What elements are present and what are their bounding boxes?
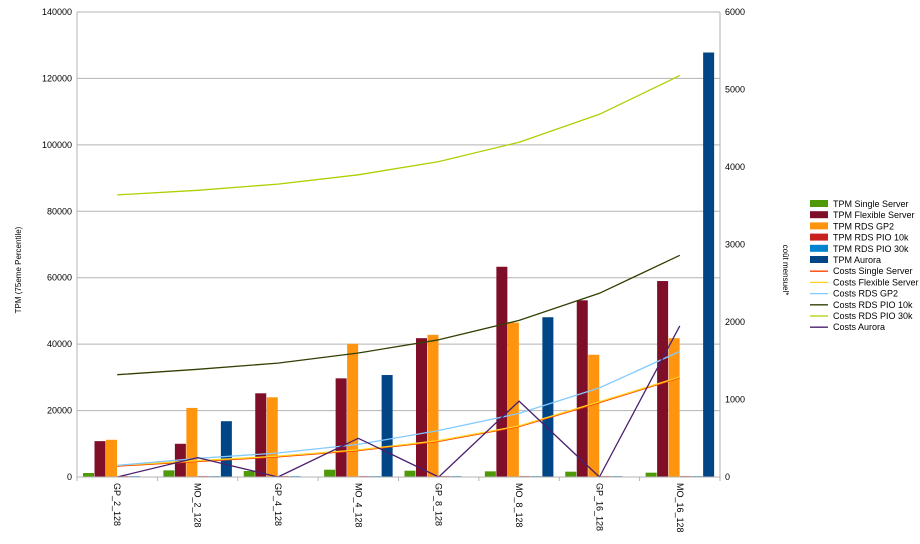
axes [76, 12, 721, 481]
bar [496, 266, 508, 477]
series-line [117, 350, 681, 467]
y2-tick-label: 4000 [725, 162, 745, 172]
bar [220, 421, 232, 477]
left-axis-ticks: 0 20000 40000 60000 80000 100000 120000 140000 [42, 7, 72, 482]
y2-tick-label: 2000 [725, 317, 745, 327]
y2-tick-label: 1000 [725, 395, 745, 405]
bar [507, 322, 519, 477]
legend-swatch [810, 222, 828, 230]
legend-entry: Costs Single Server [833, 266, 913, 276]
bar [668, 338, 680, 477]
y2-axis-label: coût mensuel* [781, 245, 790, 296]
y-axis-label: TPM (75eme Percentile) [14, 226, 23, 313]
bar [163, 470, 175, 477]
legend-entry: TPM Aurora [833, 255, 881, 265]
y-tick-label: 60000 [47, 273, 72, 283]
legend-swatch [810, 211, 828, 219]
bar [404, 470, 416, 477]
bar [106, 439, 117, 477]
bar [576, 300, 588, 477]
bar [255, 393, 267, 477]
y2-tick-label: 5000 [725, 85, 745, 95]
y-tick-label: 80000 [47, 206, 72, 216]
x-tick-label: MO_2_128 [193, 483, 203, 528]
line-marks [117, 75, 681, 478]
x-tick-label: MO_8_128 [514, 483, 524, 528]
x-tick-label: GP_16_128 [594, 483, 604, 531]
bar [335, 378, 347, 477]
bar [186, 407, 198, 477]
y-tick-label: 0 [67, 472, 72, 482]
y2-tick-label: 3000 [725, 240, 745, 250]
bar [347, 343, 359, 477]
x-tick-label: GP_4_128 [273, 483, 283, 526]
right-axis-ticks: 0 1000 2000 3000 4000 5000 6000 [725, 7, 745, 482]
legend-entry: TPM Single Server [833, 199, 909, 209]
legend-entry: Costs RDS GP2 [833, 289, 898, 299]
y-tick-label: 20000 [47, 406, 72, 416]
legend-entry: TPM RDS PIO 10k [833, 233, 909, 243]
bar [94, 441, 106, 477]
bar [542, 317, 554, 477]
legend-entry: Costs Aurora [833, 322, 885, 332]
bar [703, 52, 715, 478]
x-axis-ticks: GP_2_128 MO_2_128 GP_4_128 MO_4_128 GP_8_128… [112, 483, 685, 533]
y2-tick-label: 6000 [725, 7, 745, 17]
bar [657, 281, 669, 477]
bar-marks [83, 52, 715, 478]
legend-entry: TPM RDS GP2 [833, 221, 894, 231]
y-tick-label: 120000 [42, 73, 72, 83]
series-line [117, 325, 681, 478]
y2-tick-label: 0 [725, 472, 730, 482]
legend-swatch [810, 244, 828, 252]
series-line [117, 376, 680, 467]
legend-swatch [810, 200, 828, 207]
x-tick-label: GP_8_128 [434, 483, 444, 526]
bar [565, 471, 577, 477]
bar [645, 472, 657, 477]
gridlines [77, 11, 720, 478]
legend-entry: Costs RDS PIO 30k [833, 311, 913, 321]
legend-entry: TPM Flexible Server [833, 210, 915, 220]
legend-swatch [810, 256, 828, 263]
bar [381, 375, 393, 477]
bar [266, 397, 278, 477]
legend-entry: Costs Flexible Server [833, 277, 919, 287]
bar [324, 469, 336, 477]
legend-entry: TPM RDS PIO 30k [833, 244, 909, 254]
bar [427, 334, 439, 477]
series-line [117, 75, 681, 196]
bar [243, 471, 255, 477]
legend-swatch [810, 233, 828, 241]
bar [484, 471, 496, 477]
y-tick-label: 100000 [42, 140, 72, 150]
x-tick-label: GP_2_128 [112, 483, 122, 526]
y-tick-label: 40000 [47, 339, 72, 349]
series-line [117, 254, 681, 376]
bar [588, 354, 600, 477]
x-tick-label: MO_4_128 [353, 483, 363, 528]
bar [416, 338, 427, 477]
x-tick-label: MO_16_128 [675, 483, 685, 533]
legend-entry: Costs RDS PIO 10k [833, 300, 913, 310]
bar [83, 473, 94, 477]
y-tick-label: 140000 [42, 7, 72, 17]
